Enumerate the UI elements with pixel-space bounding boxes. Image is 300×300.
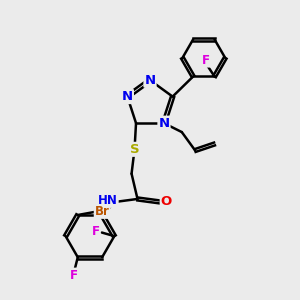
Text: N: N xyxy=(158,117,169,130)
Text: S: S xyxy=(130,143,140,156)
Text: O: O xyxy=(161,195,172,208)
Text: N: N xyxy=(144,74,156,87)
Text: F: F xyxy=(202,54,210,67)
Text: N: N xyxy=(122,90,133,103)
Text: F: F xyxy=(70,268,78,282)
Text: F: F xyxy=(92,225,100,238)
Text: HN: HN xyxy=(98,194,118,207)
Text: Br: Br xyxy=(95,205,110,218)
